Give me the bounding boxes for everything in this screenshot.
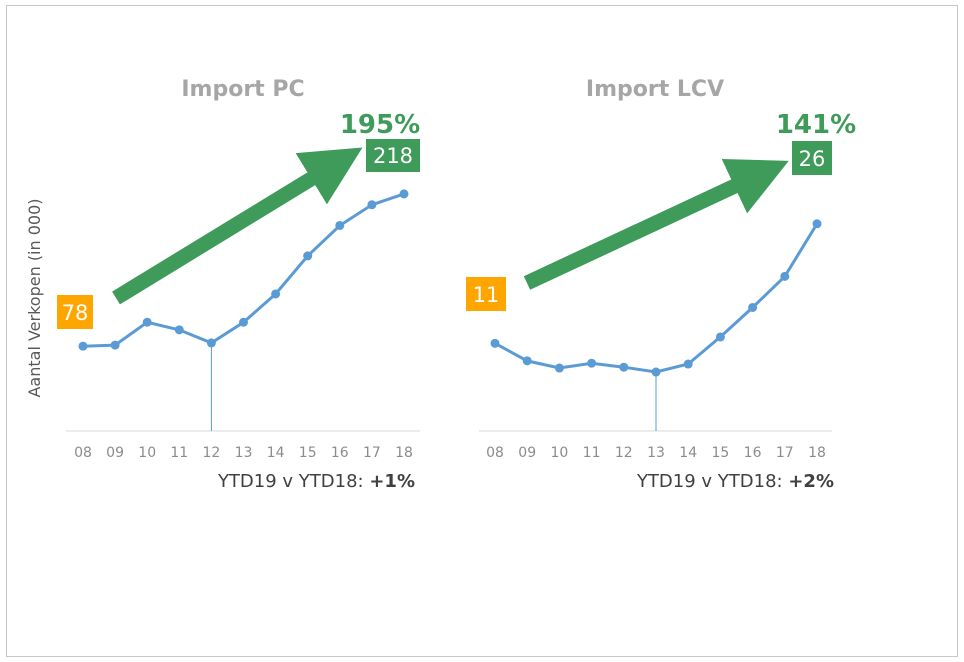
data-point	[399, 189, 409, 199]
x-tick-label: 12	[615, 445, 633, 461]
x-tick-label: 11	[583, 445, 601, 461]
end-value-label: 26	[799, 147, 826, 171]
series-line	[494, 223, 819, 374]
x-tick-label: 13	[647, 445, 665, 461]
data-point	[271, 289, 281, 299]
end-value-badge: 218	[366, 139, 420, 172]
x-tick-label: 16	[744, 445, 762, 461]
x-tick-label: 09	[106, 445, 124, 461]
x-tick-label: 17	[363, 445, 381, 461]
x-tick-label: 11	[170, 445, 188, 461]
data-point	[335, 220, 345, 230]
data-point	[587, 358, 597, 368]
x-tick-label: 15	[299, 445, 317, 461]
data-point	[174, 325, 184, 335]
data-point	[303, 251, 313, 261]
data-point	[780, 271, 790, 281]
data-point	[490, 338, 500, 348]
data-point	[812, 219, 822, 229]
x-tick-labels: 08 09 10 11 12 13 14 15 16 17 18	[486, 445, 826, 461]
data-point	[110, 340, 120, 350]
end-value-badge: 26	[792, 141, 832, 175]
y-axis-label: Aantal Verkopen (in 000)	[25, 198, 44, 397]
trend-arrow	[523, 159, 789, 290]
x-tick-label: 15	[711, 445, 729, 461]
start-value-label: 11	[473, 283, 500, 307]
data-point	[748, 302, 758, 312]
x-tick-label: 14	[267, 445, 285, 461]
data-point	[619, 362, 629, 372]
x-tick-label: 12	[202, 445, 220, 461]
x-tick-label: 08	[74, 445, 92, 461]
start-value-badge: 11	[466, 277, 506, 311]
end-value-label: 218	[373, 144, 413, 168]
chart-frame	[6, 5, 958, 657]
trend-arrow	[112, 147, 363, 305]
chart-import-lcv: Import LCV 08 09 10 11 12 13 14 15 16 17 18 11 26 …	[466, 77, 856, 492]
ytd-text: YTD19 v YTD18:	[217, 471, 364, 492]
x-tick-label: 13	[235, 445, 253, 461]
data-point	[522, 356, 532, 366]
x-tick-label: 17	[776, 445, 794, 461]
data-point	[239, 317, 248, 327]
data-point	[715, 332, 725, 342]
x-tick-label: 09	[518, 445, 536, 461]
x-tick-label: 08	[486, 445, 504, 461]
ytd-value: +2%	[788, 471, 834, 492]
x-tick-label: 14	[679, 445, 697, 461]
ytd-value: +1%	[369, 471, 415, 492]
series-points	[490, 219, 822, 377]
x-tick-label: 18	[808, 445, 826, 461]
data-point	[78, 341, 88, 351]
x-tick-label: 10	[138, 445, 156, 461]
series-points	[78, 189, 409, 351]
data-point	[206, 338, 216, 348]
chart-import-pc: Import PC 08 09 10 11 12 13 14 15 16 17 18 78 218 …	[57, 77, 420, 492]
ytd-comparison: YTD19 v YTD18: +2%	[636, 471, 834, 492]
ytd-text: YTD19 v YTD18:	[636, 471, 783, 492]
x-tick-label: 16	[331, 445, 349, 461]
x-tick-label: 18	[395, 445, 413, 461]
data-point	[683, 359, 693, 369]
data-point	[142, 317, 152, 327]
growth-label: 195%	[340, 110, 420, 140]
ytd-comparison: YTD19 v YTD18: +1%	[217, 471, 415, 492]
data-point	[554, 363, 564, 373]
chart-title: Import LCV	[586, 77, 724, 102]
growth-label: 141%	[776, 110, 856, 140]
start-value-label: 78	[62, 301, 89, 325]
start-value-badge: 78	[57, 295, 93, 329]
x-tick-label: 10	[550, 445, 568, 461]
x-tick-labels: 08 09 10 11 12 13 14 15 16 17 18	[74, 445, 413, 461]
chart-title: Import PC	[181, 77, 304, 102]
data-point	[651, 367, 661, 377]
data-point	[367, 200, 377, 210]
